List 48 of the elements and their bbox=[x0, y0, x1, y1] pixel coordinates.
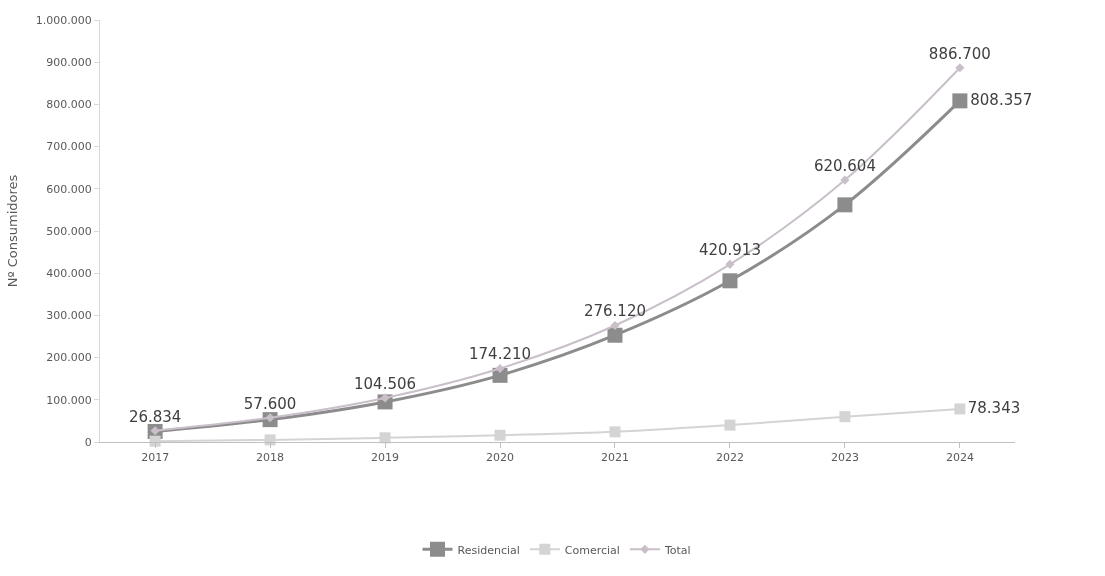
x-tick-label: 2019 bbox=[371, 451, 400, 465]
y-tick-label: 100.000 bbox=[46, 393, 92, 407]
data-label: 174.210 bbox=[469, 345, 532, 364]
y-tick-label: 300.000 bbox=[46, 309, 92, 323]
point bbox=[494, 429, 506, 441]
point bbox=[722, 273, 738, 289]
point bbox=[609, 426, 621, 438]
legend-label: Residencial bbox=[457, 543, 520, 557]
data-label: 57.600 bbox=[243, 394, 297, 413]
point bbox=[725, 259, 735, 269]
x-tick-label: 2020 bbox=[486, 451, 515, 465]
point bbox=[840, 175, 850, 185]
point bbox=[954, 403, 966, 415]
data-label: 26.834 bbox=[128, 407, 182, 426]
data-label: 886.700 bbox=[928, 44, 991, 63]
data-label: 276.120 bbox=[583, 302, 646, 321]
y-tick-label: 0 bbox=[84, 435, 92, 449]
x-tick-label: 2024 bbox=[945, 451, 974, 465]
y-tick-label: 400.000 bbox=[46, 267, 92, 281]
y-tick-label: 200.000 bbox=[46, 351, 92, 365]
x-tick-label: 2018 bbox=[256, 451, 285, 465]
point bbox=[610, 320, 620, 331]
point bbox=[724, 419, 736, 431]
x-tick-label: 2023 bbox=[830, 451, 859, 465]
data-label: 104.506 bbox=[354, 374, 417, 393]
x-tick-label: 2021 bbox=[600, 451, 629, 465]
y-axis-title: Nº Consumidores bbox=[4, 174, 20, 288]
data-label: 78.343 bbox=[967, 398, 1021, 417]
y-tick-label: 1.000.000 bbox=[35, 13, 92, 27]
data-label: 420.913 bbox=[698, 241, 761, 260]
x-tick-label: 2022 bbox=[715, 451, 744, 465]
y-tick-label: 700.000 bbox=[46, 140, 92, 154]
x-tick-label: 2017 bbox=[141, 451, 170, 465]
point bbox=[379, 432, 391, 444]
data-label: 808.357 bbox=[970, 90, 1033, 109]
point bbox=[952, 93, 968, 109]
legend-label: Total bbox=[663, 543, 691, 557]
y-tick-label: 800.000 bbox=[46, 98, 92, 112]
point bbox=[955, 63, 965, 73]
point bbox=[495, 363, 505, 374]
y-tick-label: 600.000 bbox=[46, 182, 92, 196]
legend-label: Comercial bbox=[564, 543, 620, 557]
point bbox=[839, 411, 851, 423]
point bbox=[607, 327, 623, 343]
point bbox=[837, 197, 853, 213]
data-label: 620.604 bbox=[813, 156, 876, 175]
y-tick-label: 500.000 bbox=[46, 224, 92, 238]
y-tick-label: 900.000 bbox=[46, 56, 92, 70]
